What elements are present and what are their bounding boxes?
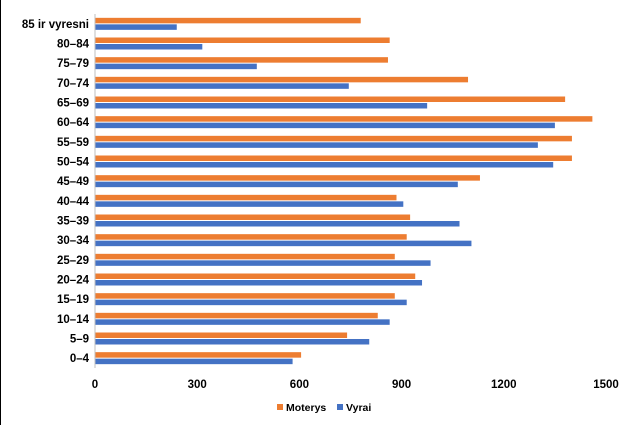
category-label-12: 55–59 <box>57 137 89 149</box>
x-tick-label-5: 1200 <box>491 379 517 391</box>
bar-moterys-15 <box>95 76 469 83</box>
bar-vyrai-4 <box>95 299 407 306</box>
bar-vyrai-11 <box>95 162 554 168</box>
legend-swatch-moterys <box>277 404 283 410</box>
x-tick-label-6: 1500 <box>593 379 619 391</box>
frame-left-border <box>0 0 1 425</box>
bar-vyrai-16 <box>95 63 257 70</box>
category-label-14: 65–69 <box>57 98 89 110</box>
bar-vyrai-17 <box>95 44 203 50</box>
bar-moterys-3 <box>95 312 378 319</box>
bar-moterys-8 <box>95 214 411 220</box>
bar-moterys-9 <box>95 194 397 201</box>
bar-moterys-13 <box>95 116 593 122</box>
bar-vyrai-2 <box>95 339 370 345</box>
bar-vyrai-7 <box>95 240 472 247</box>
bar-vyrai-12 <box>95 142 538 148</box>
legend-swatch-vyrai <box>337 404 343 410</box>
category-label-8: 35–39 <box>57 216 89 228</box>
category-label-1: 0–4 <box>70 353 90 365</box>
category-label-11: 50–54 <box>57 157 90 169</box>
bar-vyrai-14 <box>95 103 428 109</box>
bar-moterys-12 <box>95 135 572 142</box>
bar-vyrai-10 <box>95 181 458 188</box>
x-tick-label-1: 0 <box>92 379 98 391</box>
category-label-16: 75–79 <box>57 58 89 70</box>
bar-vyrai-15 <box>95 83 349 89</box>
bar-vyrai-9 <box>95 201 404 207</box>
bar-moterys-11 <box>95 155 572 161</box>
bar-vyrai-8 <box>95 221 460 227</box>
bar-moterys-1 <box>95 352 302 358</box>
bar-moterys-10 <box>95 175 480 181</box>
bar-moterys-4 <box>95 293 395 299</box>
category-label-18: 85 ir vyresni <box>22 19 89 31</box>
x-tick-label-2: 300 <box>188 379 207 391</box>
legend-label-vyrai: Vyrai <box>346 402 371 414</box>
x-tick-label-3: 600 <box>290 379 309 391</box>
category-label-9: 40–44 <box>57 196 90 208</box>
bar-moterys-18 <box>95 17 361 24</box>
category-label-2: 5–9 <box>70 334 89 346</box>
bar-moterys-14 <box>95 96 566 102</box>
bar-vyrai-18 <box>95 24 177 30</box>
category-label-6: 25–29 <box>57 255 89 267</box>
category-label-3: 10–14 <box>57 314 90 326</box>
bar-vyrai-3 <box>95 319 390 325</box>
category-label-5: 20–24 <box>57 275 90 287</box>
bar-moterys-16 <box>95 57 388 63</box>
x-tick-label-4: 900 <box>392 379 411 391</box>
bar-moterys-7 <box>95 234 407 240</box>
category-label-10: 45–49 <box>57 176 89 188</box>
category-label-15: 70–74 <box>57 78 90 90</box>
bar-vyrai-5 <box>95 280 423 286</box>
bar-moterys-17 <box>95 37 390 43</box>
bar-vyrai-13 <box>95 122 555 129</box>
category-label-7: 30–34 <box>57 235 90 247</box>
bar-moterys-5 <box>95 273 416 279</box>
bar-vyrai-6 <box>95 260 431 266</box>
legend-label-moterys: Moterys <box>286 402 326 414</box>
bar-vyrai-1 <box>95 358 293 365</box>
bar-moterys-6 <box>95 253 395 260</box>
bar-moterys-2 <box>95 332 348 338</box>
category-label-17: 80–84 <box>57 39 90 51</box>
category-label-13: 60–64 <box>57 117 90 129</box>
category-label-4: 15–19 <box>57 294 89 306</box>
